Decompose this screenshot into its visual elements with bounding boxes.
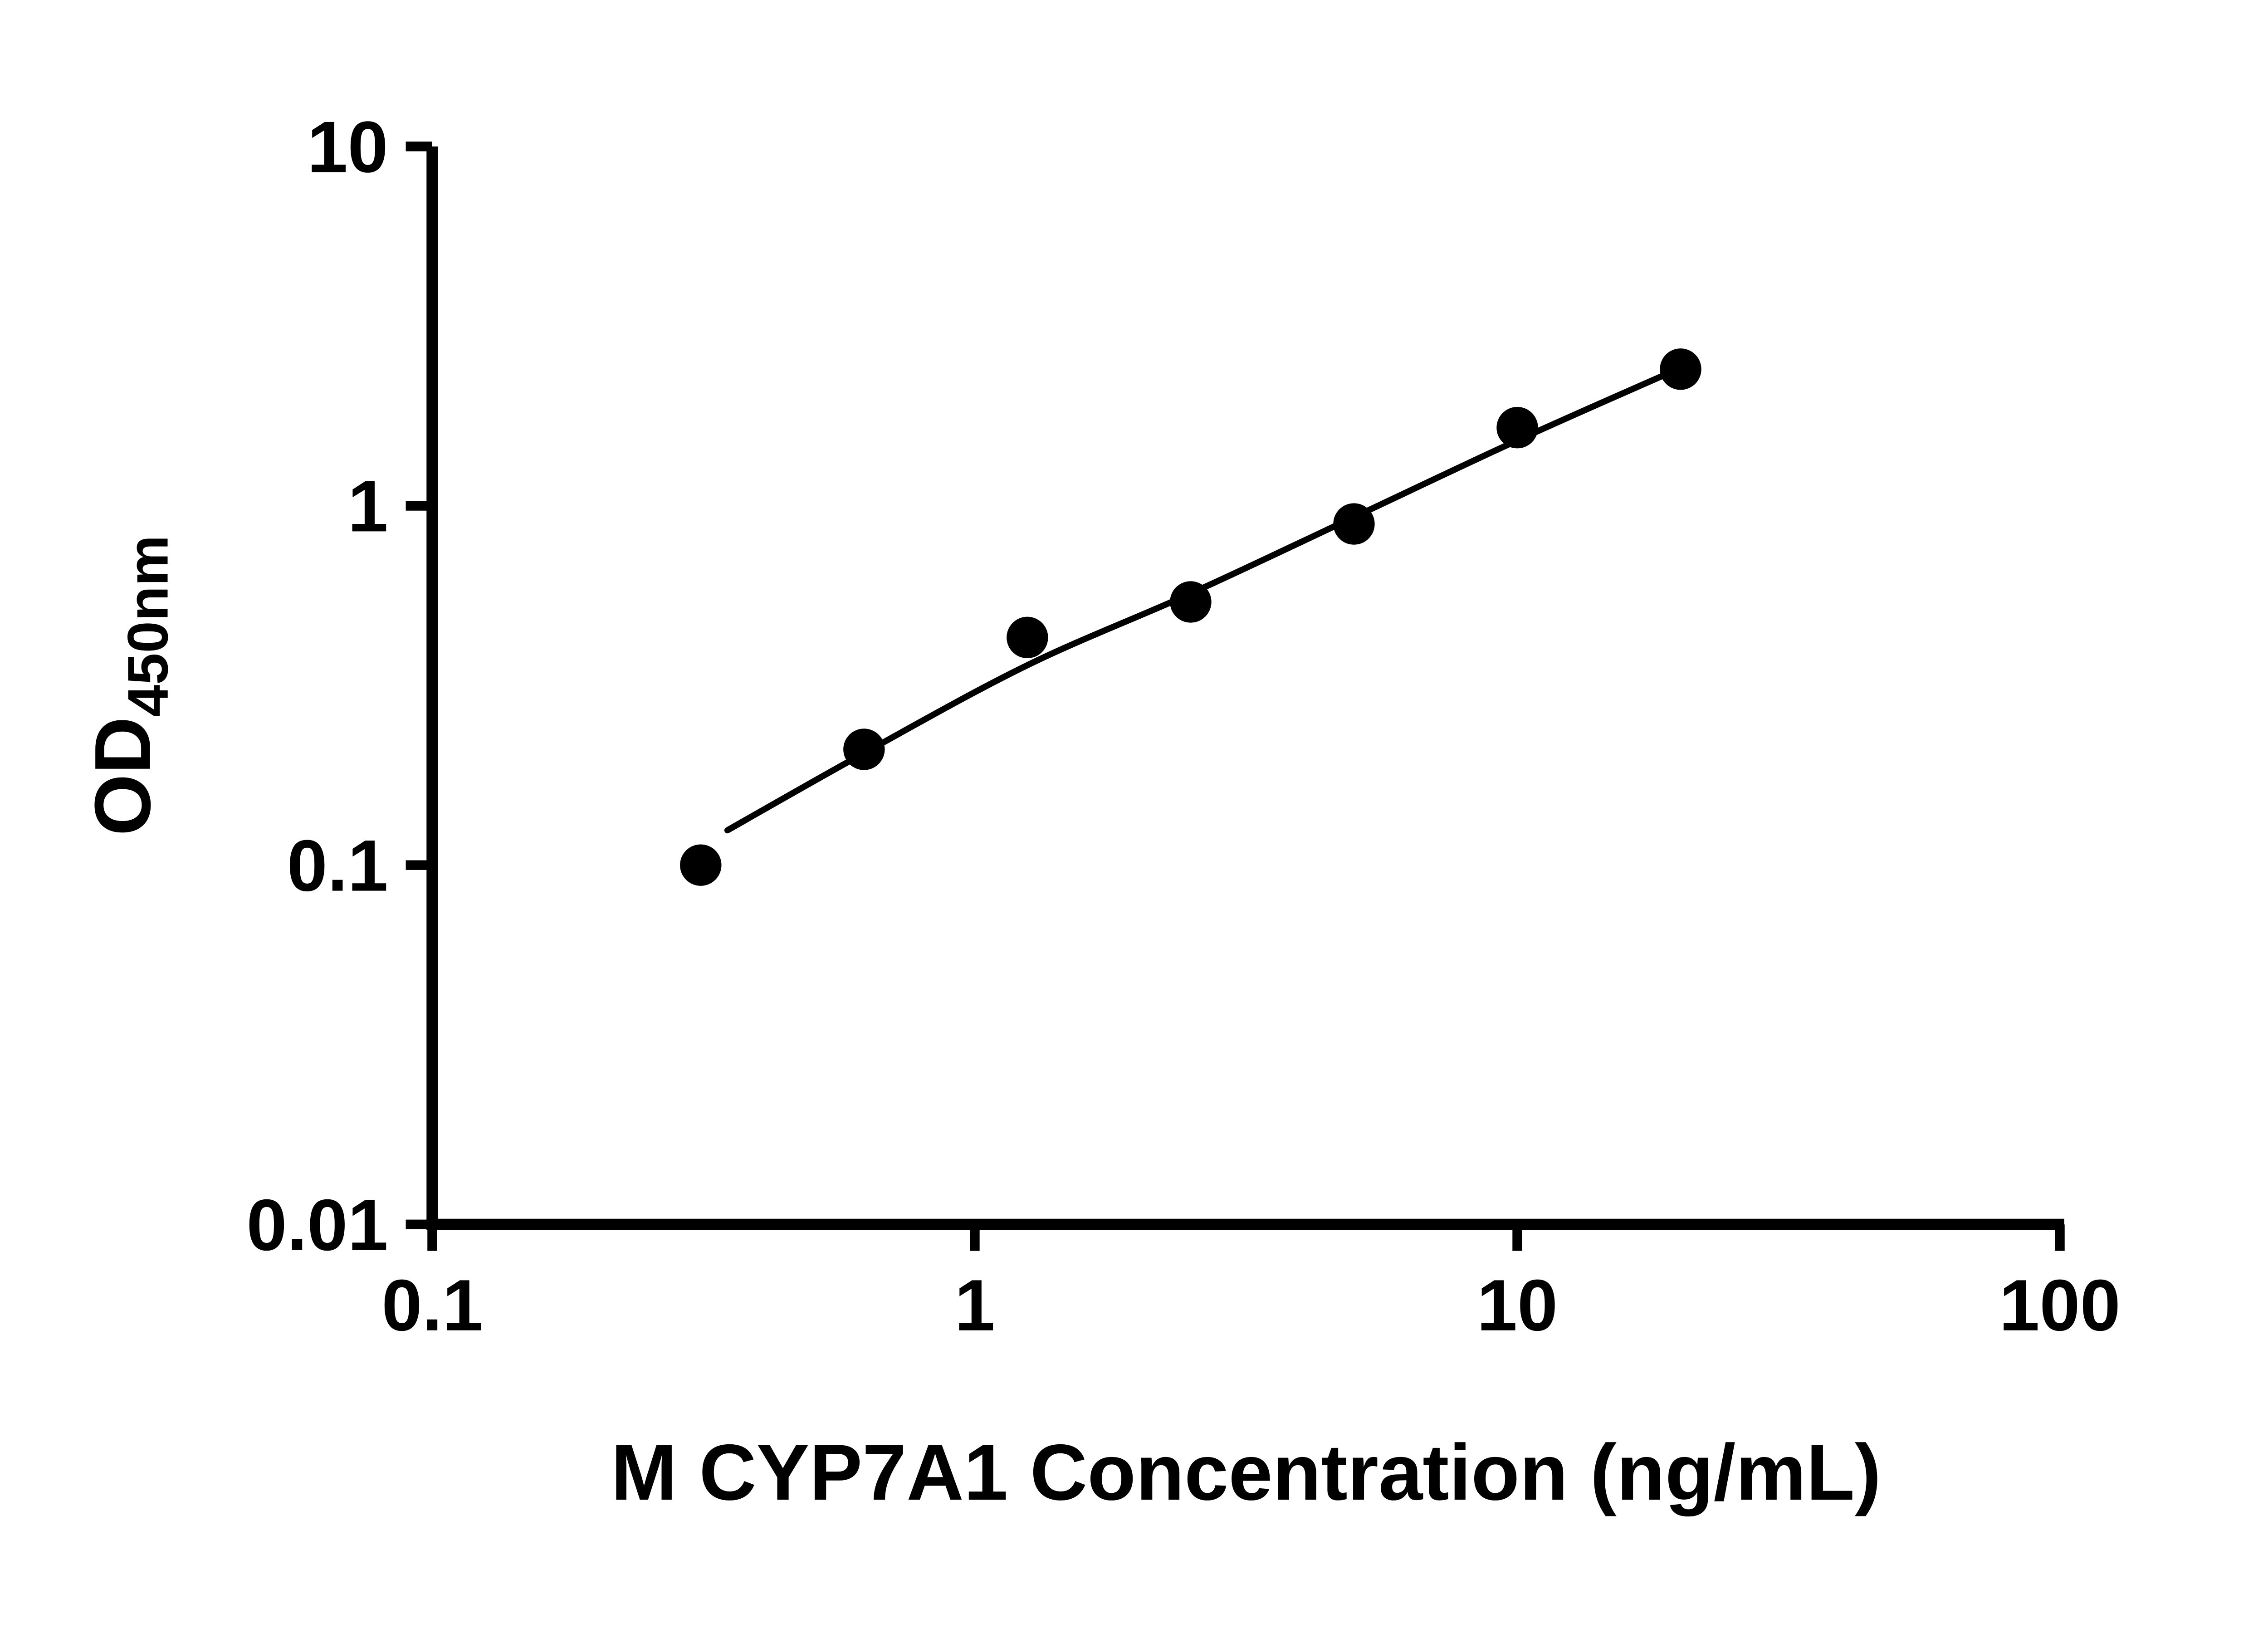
data-point — [1007, 616, 1048, 659]
data-point — [1170, 581, 1212, 623]
y-tick-label: 0.1 — [287, 825, 388, 906]
y-tick-label: 1 — [347, 465, 388, 547]
data-point — [1496, 407, 1538, 449]
x-tick-label: 10 — [1477, 1265, 1558, 1346]
data-point — [680, 844, 722, 886]
data-point — [843, 728, 885, 770]
x-tick-label: 100 — [1999, 1265, 2121, 1346]
x-tick-label: 0.1 — [381, 1265, 483, 1346]
y-tick-label: 0.01 — [246, 1184, 388, 1266]
y-axis-title-main: OD — [79, 717, 167, 836]
standard-curve-figure: 0.1 1 10 100 0.01 0.1 1 10 M CYP7A1 Concentrati… — [78, 106, 2121, 1517]
y-tick-label: 10 — [307, 106, 388, 187]
x-axis-title: M CYP7A1 Concentration (ng/mL) — [611, 1428, 1881, 1517]
data-point — [1333, 503, 1375, 545]
x-tick-label: 1 — [954, 1265, 995, 1346]
y-axis-title-subscript: 450nm — [116, 535, 180, 717]
data-point — [1660, 348, 1701, 390]
y-axis-title: OD450nm — [79, 535, 180, 836]
